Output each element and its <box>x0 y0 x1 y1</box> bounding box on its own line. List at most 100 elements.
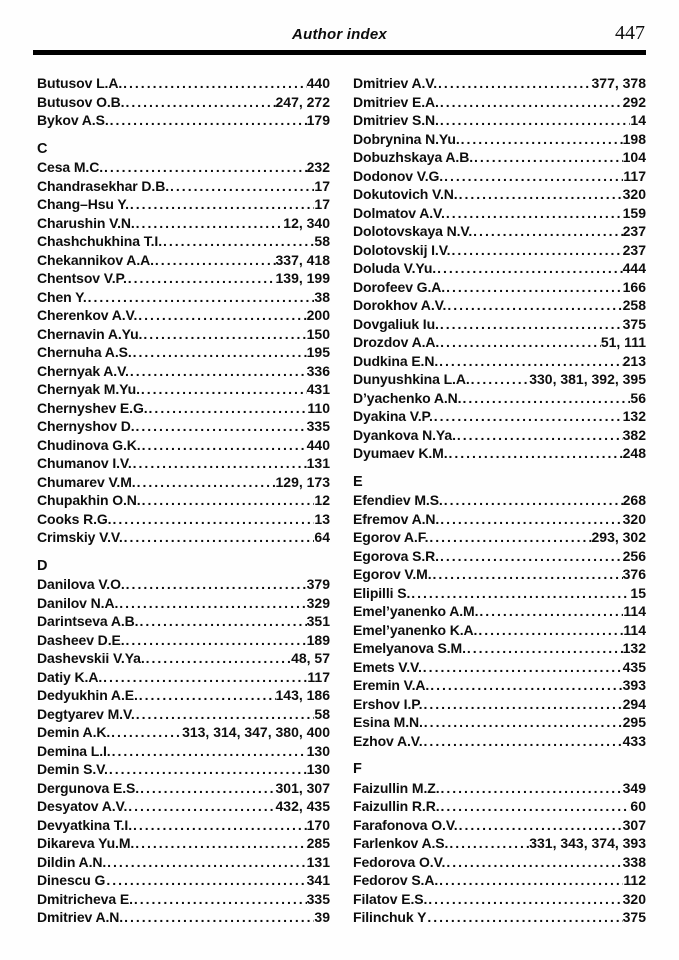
dot-leader <box>154 251 276 270</box>
page-numbers: 440 <box>306 436 330 453</box>
author-name: Farafonova O.V. <box>353 816 458 833</box>
author-name: Dyankova N.Ya. <box>353 426 456 443</box>
index-entry: Dyakina V.P. 132 <box>353 407 646 426</box>
dot-leader <box>125 575 307 594</box>
dot-leader <box>139 779 275 798</box>
index-entry: Chumanov I.V. 131 <box>37 454 330 473</box>
index-entry: Dmitriev S.N. 14 <box>353 111 646 130</box>
page-numbers: 58 <box>314 233 330 249</box>
author-name: Dmitriev S.N. <box>353 112 439 128</box>
dot-leader <box>118 594 306 613</box>
dot-leader <box>422 695 622 714</box>
index-entry: Fedorov S.A. 112 <box>353 871 646 890</box>
index-entry: D’yachenko A.N. 56 <box>353 389 646 408</box>
page-numbers: 200 <box>306 307 330 323</box>
index-entry: Egorov A.F. 293, 302 <box>353 528 646 547</box>
dot-leader <box>439 510 622 529</box>
dot-leader <box>438 871 623 890</box>
index-entry: Cesa M.C. 232 <box>37 158 330 177</box>
author-name: Dodonov V.G. <box>353 167 444 184</box>
page-number: 447 <box>615 22 645 44</box>
index-entry: Dyankova N.Ya. 382 <box>353 426 646 445</box>
index-entry: Chernuha A.S. 195 <box>37 343 330 362</box>
dot-leader <box>473 148 623 167</box>
author-name: Efremov A.N. <box>353 510 440 527</box>
index-entry: Dunyushkina L.A. 330, 381, 392, 395 <box>353 370 646 389</box>
dot-leader <box>448 444 623 463</box>
page-numbers: 431 <box>306 381 330 397</box>
index-entry: Dashevskii V.Ya. 48, 57 <box>37 649 330 668</box>
author-name: Dunyushkina L.A. <box>353 371 470 387</box>
page-numbers: 139, 199 <box>275 270 331 286</box>
author-name: Dedyukhin A.E. <box>37 687 138 703</box>
dot-leader <box>169 177 314 196</box>
dot-leader <box>426 908 622 927</box>
page-numbers: 331, 343, 374, 393 <box>529 835 646 851</box>
author-name: Chumanov I.V. <box>37 455 132 471</box>
author-name: Chernuha A.S. <box>37 344 132 360</box>
page-numbers: 237 <box>622 241 646 258</box>
dot-leader <box>87 288 315 307</box>
author-name: Dmitriev A.V. <box>353 75 438 91</box>
dot-leader <box>423 713 623 732</box>
author-name: Butusov L.A. <box>37 75 123 91</box>
author-name: Chernyshov D. <box>37 418 135 434</box>
index-entry: Faizullin R.R. 60 <box>353 797 646 816</box>
dot-leader <box>137 306 306 325</box>
header-rule <box>33 50 646 55</box>
page-numbers: 313, 314, 347, 380, 400 <box>182 724 330 740</box>
index-entry: Dergunova E.S. 301, 307 <box>37 779 330 798</box>
page-numbers: 17 <box>314 177 330 194</box>
section-letter: E <box>353 473 363 490</box>
page-numbers: 432, 435 <box>275 798 331 814</box>
dot-leader <box>110 723 182 742</box>
index-entry: Crimskiy V.V. 64 <box>37 528 330 547</box>
author-name: Demin A.K. <box>37 724 111 740</box>
author-name: Chernyshev E.G. <box>37 399 148 416</box>
page-numbers: 294 <box>622 695 646 712</box>
dot-leader <box>141 491 315 510</box>
index-entry: Butusov O.B. 247, 272 <box>37 93 330 112</box>
index-entry: Dmitriev A.V. 377, 378 <box>353 74 646 93</box>
page-numbers: 166 <box>622 278 646 295</box>
page-numbers: 256 <box>622 547 646 564</box>
dot-leader <box>470 370 530 389</box>
index-entry: Darintseva A.B. 351 <box>37 612 330 631</box>
author-name: Fedorov S.A. <box>353 872 439 888</box>
author-name: Degtyarev M.V. <box>37 705 135 722</box>
page-numbers: 117 <box>623 167 646 184</box>
author-name: Charushin V.N. <box>37 214 135 231</box>
author-name: Chentsov V.P. <box>37 270 127 286</box>
page-numbers: 150 <box>306 325 330 342</box>
page-numbers: 307 <box>622 816 646 833</box>
dot-leader <box>445 204 623 223</box>
page-numbers: 320 <box>622 510 646 527</box>
page-numbers: 189 <box>306 631 330 648</box>
author-name: Emel’yanenko A.M. <box>353 603 479 619</box>
author-name: Dmitriev E.A. <box>353 93 439 110</box>
index-entry: Doluda V.Yu. 444 <box>353 259 646 278</box>
author-name: Dudkina E.N. <box>353 352 439 369</box>
dot-leader <box>135 705 315 724</box>
dot-leader <box>133 890 307 909</box>
dot-leader <box>410 584 630 603</box>
page-numbers: 329 <box>306 594 330 611</box>
index-entry: Chudinova G.K. 440 <box>37 436 330 455</box>
dot-leader <box>122 74 307 93</box>
author-name: Dolmatov A.V. <box>353 204 445 221</box>
index-entry: Dmitriev E.A. 292 <box>353 93 646 112</box>
page-numbers: 435 <box>622 658 646 675</box>
dot-leader <box>472 222 622 241</box>
index-entry: Farlenkov A.S. 331, 343, 374, 393 <box>353 834 646 853</box>
index-entry: Chernyshev E.G. 110 <box>37 399 330 418</box>
page-numbers: 440 <box>306 75 330 91</box>
dot-leader <box>102 668 307 687</box>
author-name: Cooks R.G. <box>37 510 112 527</box>
author-name: Butusov O.B. <box>37 93 125 110</box>
dot-leader <box>436 259 623 278</box>
page-numbers: 268 <box>622 492 646 508</box>
page-numbers: 285 <box>306 835 330 851</box>
author-name: Dolotovskaya N.V. <box>353 223 473 239</box>
dot-leader <box>448 834 529 853</box>
